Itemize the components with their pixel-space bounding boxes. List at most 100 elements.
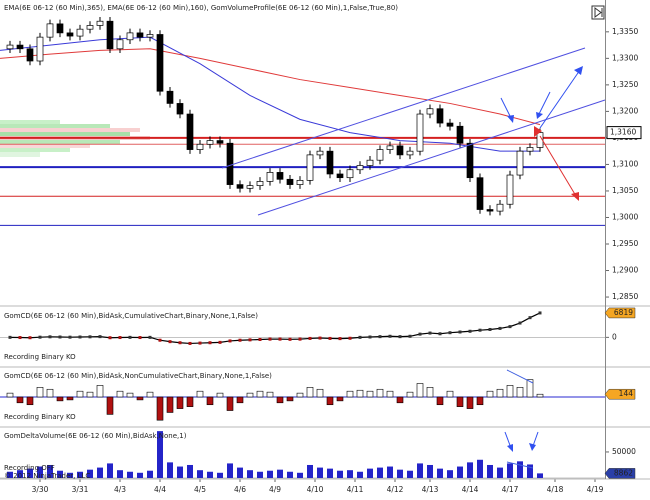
candle-body <box>6 44 14 50</box>
candle-body <box>36 36 44 62</box>
last-value-box <box>604 468 636 479</box>
arrow-head <box>536 112 543 119</box>
recording-status: Recording OFF <box>4 464 55 472</box>
bar <box>246 392 254 398</box>
bar <box>336 396 344 402</box>
bar <box>507 463 513 478</box>
bar <box>136 396 144 401</box>
bar <box>87 469 93 478</box>
candle-body <box>446 122 454 127</box>
cumulative-point <box>438 332 442 336</box>
cumulative-point <box>488 327 492 331</box>
bar <box>276 396 284 404</box>
panel-title: GomCD(6E 06-12 (60 Min),BidAsk,Cumulativ… <box>4 312 258 320</box>
drawings <box>221 5 606 469</box>
x-tick-label: 3/31 <box>72 485 89 494</box>
bar <box>277 469 283 478</box>
bar <box>466 396 474 409</box>
candle-body <box>236 184 244 189</box>
cumulative-point <box>148 335 152 339</box>
candle-body <box>466 142 474 179</box>
candle-body <box>336 173 344 179</box>
cumulative-point <box>48 335 52 339</box>
trend-line <box>221 47 586 169</box>
play-icon <box>594 7 602 18</box>
bar <box>356 389 364 398</box>
bar <box>456 396 464 407</box>
bar <box>287 471 293 478</box>
candle-body <box>216 140 224 144</box>
trend-line <box>257 99 606 216</box>
bar <box>147 470 153 478</box>
marker <box>534 126 542 137</box>
arrow-head <box>529 443 536 451</box>
arrow-head <box>507 444 513 452</box>
cumulative-point <box>238 338 242 342</box>
candle-body <box>326 150 334 175</box>
cumulative-point <box>228 339 232 343</box>
x-tick-label: 4/4 <box>154 485 166 494</box>
bar <box>27 468 33 478</box>
cumulative-point <box>38 335 42 339</box>
y-tick-label: 1,3350 <box>612 27 638 36</box>
bar <box>116 390 124 398</box>
candle-body <box>206 140 214 145</box>
candle-body <box>286 178 294 185</box>
bar <box>447 470 453 478</box>
profile-bar <box>0 120 60 124</box>
x-tick-label: 4/13 <box>422 485 439 494</box>
divergence-line <box>506 369 534 384</box>
bar <box>86 391 94 398</box>
candle-body <box>386 145 394 150</box>
arrow-head <box>507 115 514 123</box>
bar <box>526 379 534 398</box>
ema-line <box>0 48 541 126</box>
bar <box>357 471 363 478</box>
candle-body <box>186 113 194 150</box>
candle-body <box>516 150 524 176</box>
candle-body <box>296 179 304 185</box>
bar <box>187 464 193 478</box>
cumulative-point <box>138 336 142 340</box>
candle-body <box>366 159 374 166</box>
bar <box>126 392 134 398</box>
candle-body <box>176 103 184 115</box>
bar <box>386 390 394 398</box>
cumulative-point <box>8 335 12 339</box>
profile-bar <box>0 128 140 132</box>
candle-body <box>116 39 124 50</box>
cumulative-point <box>528 316 532 320</box>
bar <box>346 390 354 398</box>
bar <box>236 396 244 404</box>
x-tick-label: 4/17 <box>502 485 519 494</box>
bar <box>166 396 174 413</box>
cumulative-point <box>218 340 222 344</box>
x-tick-label: 4/11 <box>347 485 364 494</box>
bar <box>17 470 23 478</box>
cumulative-point <box>298 337 302 341</box>
candle-body <box>506 174 514 205</box>
bar <box>56 396 64 402</box>
x-tick-label: 4/5 <box>194 485 206 494</box>
ema-line <box>0 36 540 152</box>
arrow-head <box>571 192 579 201</box>
candle-body <box>266 172 274 182</box>
bar <box>387 466 393 478</box>
cumulative-point <box>188 341 192 345</box>
bar <box>66 396 74 401</box>
bar <box>496 388 504 398</box>
last-value-label: 6819 <box>614 308 633 317</box>
profile-bar <box>0 152 40 157</box>
cumulative-point <box>58 335 62 339</box>
cumulative-point <box>208 341 212 345</box>
bar <box>506 385 514 398</box>
candle-body <box>126 32 134 41</box>
bar <box>337 470 343 478</box>
candle-body <box>306 154 314 181</box>
cumulative-point <box>468 329 472 333</box>
bar <box>397 469 403 478</box>
last-price-box <box>606 126 642 140</box>
bar <box>536 393 544 398</box>
bar <box>537 473 543 478</box>
